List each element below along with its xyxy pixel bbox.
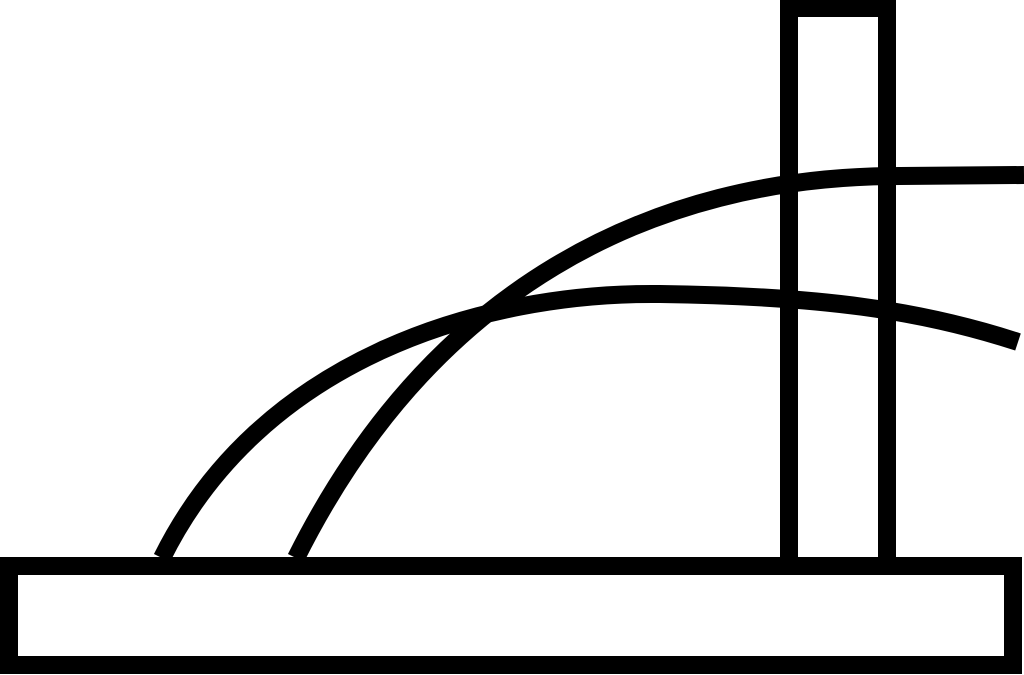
inner-arch-curve (287, 166, 1024, 563)
vertical-post (780, 0, 896, 575)
base-plate (0, 557, 1022, 674)
outer-arch-curve (153, 284, 1021, 562)
